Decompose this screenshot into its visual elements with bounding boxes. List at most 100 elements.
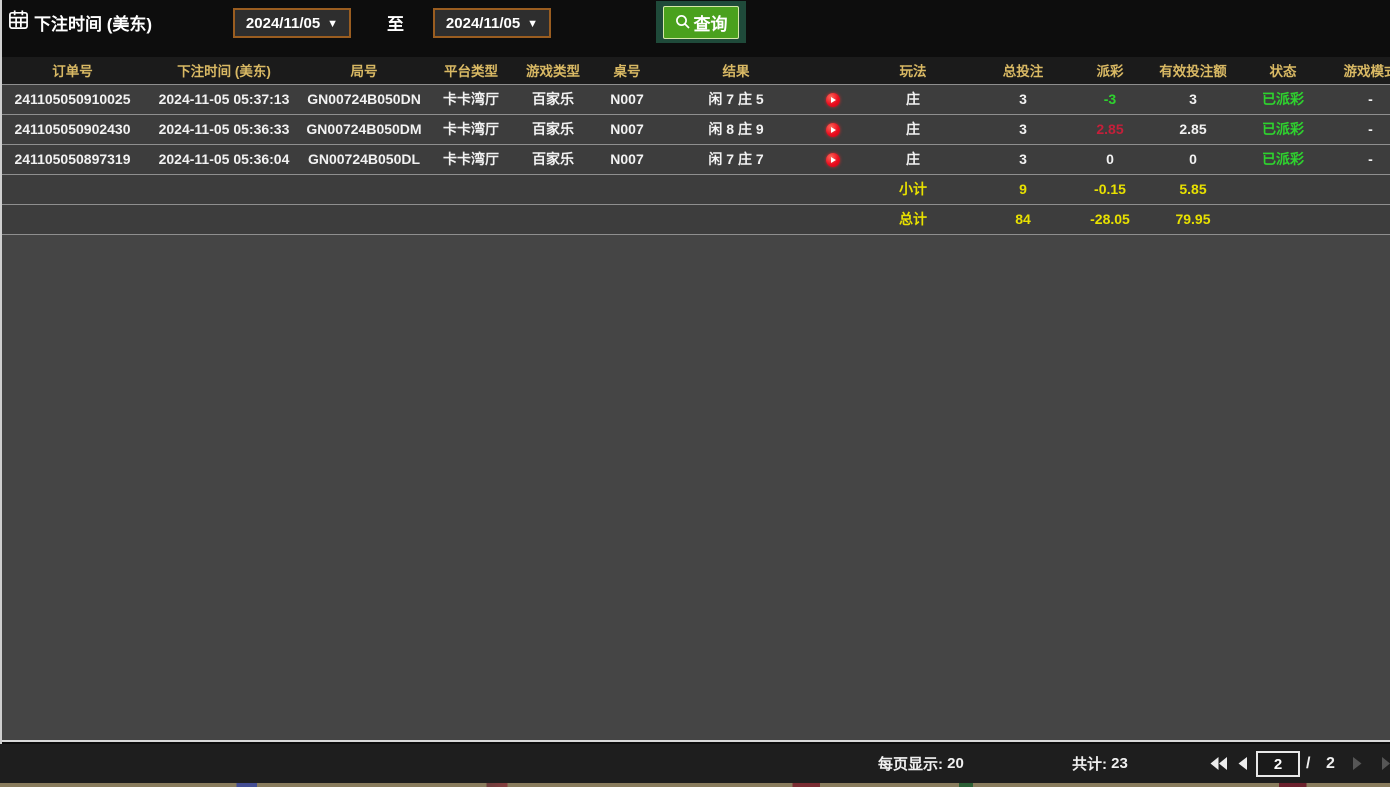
table-row: 241105050902430 2024-11-05 05:36:33 GN00… (0, 113, 1390, 144)
background-content-strip (0, 783, 1390, 787)
pagination-bar: 每页显示: 20 共计: 23 / 2 (0, 744, 1390, 787)
header-game-mode: 游戏模式 (1321, 57, 1390, 84)
cell-bet-time: 2024-11-05 05:36:33 (145, 113, 303, 144)
calendar-icon (9, 10, 28, 29)
cell-payout: -3 (1079, 83, 1141, 114)
subtotal-row: 小计 9 -0.15 5.85 (0, 173, 1390, 204)
cell-bet-time: 2024-11-05 05:37:13 (145, 83, 303, 114)
empty-cell (665, 203, 807, 234)
query-button-label: 查询 (693, 14, 728, 34)
cell-total-bet: 3 (967, 143, 1079, 174)
chevron-down-icon: ▼ (327, 17, 339, 30)
first-page-button[interactable] (1210, 744, 1227, 783)
cell-bet-time: 2024-11-05 05:36:04 (145, 143, 303, 174)
magnifier-icon (675, 15, 690, 29)
cell-round-no: GN00724B050DM (303, 113, 425, 144)
status-badge: 已派彩 (1245, 113, 1321, 144)
page-number-input[interactable] (1256, 751, 1300, 777)
empty-cell (589, 173, 665, 204)
header-platform: 平台类型 (425, 57, 517, 84)
cell-total-bet: 3 (967, 113, 1079, 144)
header-play-type: 玩法 (859, 57, 967, 84)
cell-table-no: N007 (589, 143, 665, 174)
record-count-info: 共计: 23 (1072, 744, 1128, 783)
cell-play-type: 庄 (859, 143, 967, 174)
empty-cell (1321, 173, 1390, 204)
last-page-icon (1382, 757, 1390, 770)
next-page-button[interactable] (1353, 744, 1362, 783)
cell-table-no: N007 (589, 83, 665, 114)
header-result: 结果 (665, 57, 807, 84)
total-valid-bet: 79.95 (1141, 203, 1245, 234)
header-status: 状态 (1245, 57, 1321, 84)
header-round-no: 局号 (303, 57, 425, 84)
cell-game-type: 百家乐 (517, 143, 589, 174)
header-order-no: 订单号 (0, 57, 145, 84)
header-payout: 派彩 (1079, 57, 1141, 84)
total-payout: -28.05 (1079, 203, 1141, 234)
cell-game-mode: - (1321, 143, 1390, 174)
play-icon[interactable] (826, 153, 840, 168)
prev-page-button[interactable] (1238, 744, 1247, 783)
empty-cell (145, 203, 303, 234)
cell-platform: 卡卡湾厅 (425, 83, 517, 114)
per-page-value: 20 (947, 755, 964, 772)
cell-replay (807, 113, 859, 144)
header-total-bet: 总投注 (967, 57, 1079, 84)
cell-platform: 卡卡湾厅 (425, 113, 517, 144)
empty-cell (589, 203, 665, 234)
empty-cell (0, 203, 145, 234)
record-count-label: 共计: (1072, 756, 1107, 773)
date-to-select[interactable]: 2024/11/05 ▼ (433, 8, 551, 38)
subtotal-valid-bet: 5.85 (1141, 173, 1245, 204)
cell-platform: 卡卡湾厅 (425, 143, 517, 174)
header-table-no: 桌号 (589, 57, 665, 84)
empty-cell (665, 173, 807, 204)
cell-replay (807, 143, 859, 174)
empty-cell (0, 173, 145, 204)
status-badge: 已派彩 (1245, 143, 1321, 174)
empty-cell (425, 203, 517, 234)
total-label: 总计 (859, 203, 967, 234)
cell-game-type: 百家乐 (517, 113, 589, 144)
table-row: 241105050897319 2024-11-05 05:36:04 GN00… (0, 143, 1390, 174)
empty-cell (517, 173, 589, 204)
header-replay (807, 57, 859, 84)
cell-replay (807, 83, 859, 114)
cell-valid-bet: 0 (1141, 143, 1245, 174)
empty-cell (1245, 203, 1321, 234)
date-from-value: 2024/11/05 (245, 14, 321, 32)
cell-valid-bet: 2.85 (1141, 113, 1245, 144)
cell-play-type: 庄 (859, 113, 967, 144)
play-icon[interactable] (826, 123, 840, 138)
per-page-info: 每页显示: 20 (878, 744, 964, 783)
empty-cell (1321, 203, 1390, 234)
cell-payout: 2.85 (1079, 113, 1141, 144)
empty-cell (145, 173, 303, 204)
empty-cell (807, 203, 859, 234)
per-page-label: 每页显示: (878, 756, 943, 773)
cell-payout: 0 (1079, 143, 1141, 174)
chevron-down-icon: ▼ (527, 17, 539, 30)
cell-result: 闲 7 庄 7 (665, 143, 807, 174)
header-bet-time: 下注时间 (美东) (145, 57, 303, 84)
empty-cell (425, 173, 517, 204)
cell-total-bet: 3 (967, 83, 1079, 114)
subtotal-payout: -0.15 (1079, 173, 1141, 204)
date-from-select[interactable]: 2024/11/05 ▼ (233, 8, 351, 38)
cell-order-no: 241105050897319 (0, 143, 145, 174)
date-to-value: 2024/11/05 (445, 14, 521, 32)
empty-cell (517, 203, 589, 234)
empty-cell (807, 173, 859, 204)
last-page-button[interactable] (1382, 744, 1390, 783)
cell-result: 闲 8 庄 9 (665, 113, 807, 144)
cell-order-no: 241105050902430 (0, 113, 145, 144)
empty-cell (303, 173, 425, 204)
prev-page-icon (1238, 757, 1247, 770)
query-button[interactable]: 查询 (663, 5, 739, 39)
play-icon[interactable] (826, 93, 840, 108)
bet-records-table-area: 订单号 下注时间 (美东) 局号 平台类型 游戏类型 桌号 结果 玩法 总投注 … (0, 57, 1390, 742)
next-page-icon (1353, 757, 1362, 770)
page-total: 2 (1326, 754, 1335, 772)
